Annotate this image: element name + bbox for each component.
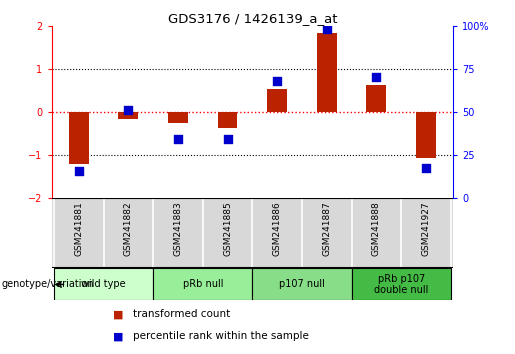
Bar: [168, 113, 188, 123]
Bar: [366, 85, 386, 113]
Text: p107 null: p107 null: [279, 279, 325, 290]
Text: GSM241882: GSM241882: [124, 201, 133, 256]
Text: GSM241886: GSM241886: [272, 201, 282, 256]
Point: [273, 79, 281, 84]
Text: wild type: wild type: [81, 279, 126, 290]
Text: GSM241881: GSM241881: [74, 201, 83, 256]
Title: GDS3176 / 1426139_a_at: GDS3176 / 1426139_a_at: [167, 12, 337, 25]
Point: [174, 136, 182, 142]
Text: transformed count: transformed count: [133, 309, 230, 319]
Bar: [352, 268, 451, 301]
Point: [75, 168, 83, 173]
Text: GSM241888: GSM241888: [372, 201, 381, 256]
Point: [372, 74, 381, 80]
Text: GSM241927: GSM241927: [421, 201, 431, 256]
Point: [422, 166, 430, 171]
Bar: [54, 268, 153, 301]
Text: percentile rank within the sample: percentile rank within the sample: [133, 331, 309, 342]
Text: GSM241887: GSM241887: [322, 201, 331, 256]
Text: GSM241883: GSM241883: [174, 201, 182, 256]
Bar: [118, 113, 139, 119]
Bar: [218, 113, 237, 127]
Text: ■: ■: [113, 331, 124, 342]
Bar: [317, 33, 337, 113]
Text: genotype/variation: genotype/variation: [1, 279, 94, 290]
Point: [224, 136, 232, 142]
Text: pRb p107
double null: pRb p107 double null: [374, 274, 428, 295]
Bar: [416, 113, 436, 158]
Bar: [267, 89, 287, 113]
Bar: [153, 268, 252, 301]
Point: [124, 108, 132, 113]
Bar: [252, 268, 352, 301]
Text: ■: ■: [113, 309, 124, 319]
Point: [322, 26, 331, 32]
Bar: [69, 113, 89, 164]
Text: GSM241885: GSM241885: [223, 201, 232, 256]
Text: pRb null: pRb null: [182, 279, 223, 290]
